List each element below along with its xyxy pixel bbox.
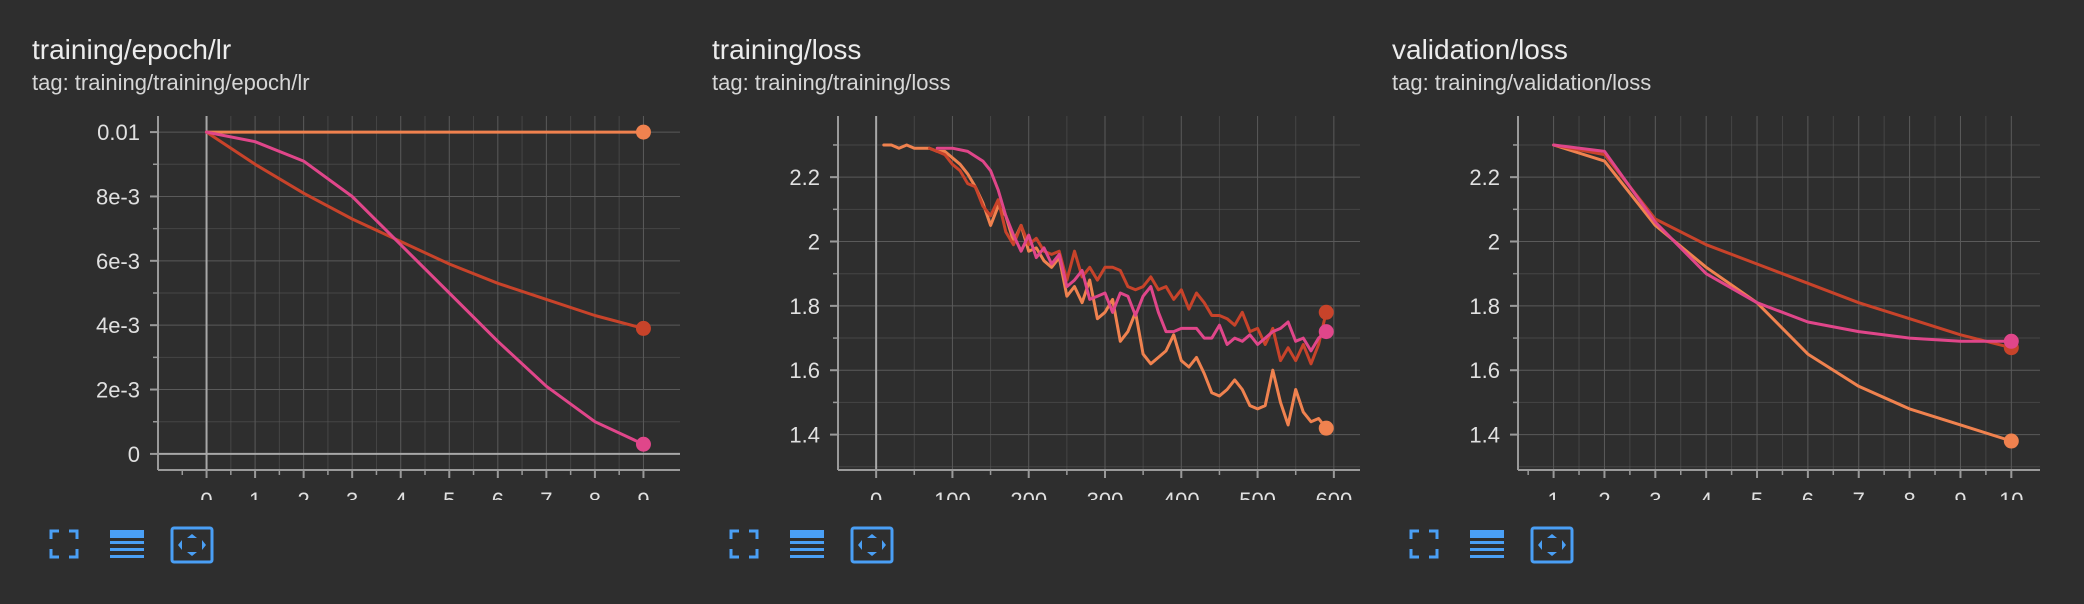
x-tick-label: 6: [1802, 488, 1814, 500]
y-tick-label: 6e-3: [96, 249, 140, 274]
fullscreen-icon[interactable]: [1408, 528, 1440, 560]
chart-card-validation-loss: validation/loss tag: training/validation…: [1360, 0, 2040, 604]
x-tick-label: 7: [1853, 488, 1865, 500]
grid-lines: [838, 116, 1360, 470]
x-tick-label: 500: [1239, 488, 1276, 500]
series-end-point: [2003, 433, 2019, 449]
y-tick-label: 1.8: [1469, 294, 1500, 319]
x-tick-label: 100: [934, 488, 971, 500]
line-chart[interactable]: 1.4 1.6 1.8 2 2.2 1 2 3 4 5 6 7 8 9 10: [1360, 0, 2040, 500]
data-table-icon[interactable]: [108, 528, 146, 562]
y-tick-label: 8e-3: [96, 184, 140, 209]
y-tick-label: 1.6: [789, 358, 820, 383]
y-tick-label: 0.01: [97, 120, 140, 145]
series-line: [1552, 143, 2013, 343]
series-line: [928, 146, 1328, 366]
x-tick-label: 7: [540, 488, 552, 500]
x-tick-label: 600: [1315, 488, 1352, 500]
y-tick-label: 1.4: [789, 423, 820, 448]
card-title: training/loss: [712, 34, 862, 65]
grid-lines: [1518, 116, 2040, 470]
fullscreen-icon[interactable]: [48, 528, 80, 560]
card-subtitle: tag: training/training/epoch/lr: [32, 70, 310, 95]
y-tick-label: 2.2: [789, 165, 820, 190]
x-tick-label: 3: [1649, 488, 1661, 500]
card-title: validation/loss: [1392, 34, 1568, 65]
x-tick-label: 0: [870, 488, 882, 500]
x-tick-label: 9: [637, 488, 649, 500]
x-tick-label: 6: [492, 488, 504, 500]
x-tick-label: 3: [346, 488, 358, 500]
x-tick-label: 300: [1087, 488, 1124, 500]
x-tick-label: 9: [1954, 488, 1966, 500]
fit-domain-icon[interactable]: [1530, 526, 1574, 564]
y-tick-label: 2: [1488, 230, 1500, 255]
series-end-point: [1318, 324, 1334, 340]
x-tick-label: 0: [200, 488, 212, 500]
y-tick-label: 4e-3: [96, 313, 140, 338]
series-end-point: [1318, 304, 1334, 320]
card-title: training/epoch/lr: [32, 34, 232, 65]
fit-domain-icon[interactable]: [170, 526, 214, 564]
fullscreen-icon[interactable]: [728, 528, 760, 560]
x-tick-label: 5: [443, 488, 455, 500]
chart-card-training-loss: training/loss tag: training/training/los…: [680, 0, 1360, 604]
series-end-point: [635, 124, 651, 140]
x-tick-label: 2: [298, 488, 310, 500]
y-tick-label: 2: [808, 230, 820, 255]
card-subtitle: tag: training/validation/loss: [1392, 70, 1652, 95]
y-tick-label: 1.8: [789, 294, 820, 319]
x-tick-label: 1: [249, 488, 261, 500]
series-end-point: [635, 320, 651, 336]
chart-card-lr: training/epoch/lr tag: training/training…: [0, 0, 680, 604]
y-tick-label: 1.6: [1469, 358, 1500, 383]
x-tick-label: 1: [1547, 488, 1559, 500]
x-tick-label: 10: [1999, 488, 2023, 500]
x-tick-label: 400: [1163, 488, 1200, 500]
series-line: [205, 130, 645, 330]
y-tick-label: 1.4: [1469, 423, 1500, 448]
x-tick-label: 8: [589, 488, 601, 500]
series-line: [882, 143, 1328, 430]
y-tick-label: 2.2: [1469, 165, 1500, 190]
series-line: [205, 130, 645, 446]
line-chart[interactable]: 0 2e-3 4e-3 6e-3 8e-3 0.01 0 1 2 3 4 5 6 7 8 9: [0, 0, 680, 500]
series-line: [935, 146, 1328, 353]
x-tick-label: 5: [1751, 488, 1763, 500]
x-tick-label: 2: [1598, 488, 1610, 500]
grid-lines: [158, 116, 680, 470]
x-tick-label: 200: [1010, 488, 1047, 500]
line-chart[interactable]: 1.4 1.6 1.8 2 2.2 0 100 200 300 400 500 600: [680, 0, 1360, 500]
y-tick-label: 0: [128, 442, 140, 467]
x-tick-label: 4: [395, 488, 407, 500]
card-subtitle: tag: training/training/loss: [712, 70, 951, 95]
data-table-icon[interactable]: [788, 528, 826, 562]
x-tick-label: 8: [1903, 488, 1915, 500]
series-end-point: [635, 436, 651, 452]
y-tick-label: 2e-3: [96, 378, 140, 403]
series-end-point: [1318, 420, 1334, 436]
series-end-point: [2003, 333, 2019, 349]
fit-domain-icon[interactable]: [850, 526, 894, 564]
x-tick-label: 4: [1700, 488, 1712, 500]
data-table-icon[interactable]: [1468, 528, 1506, 562]
series-line: [1552, 143, 2013, 443]
